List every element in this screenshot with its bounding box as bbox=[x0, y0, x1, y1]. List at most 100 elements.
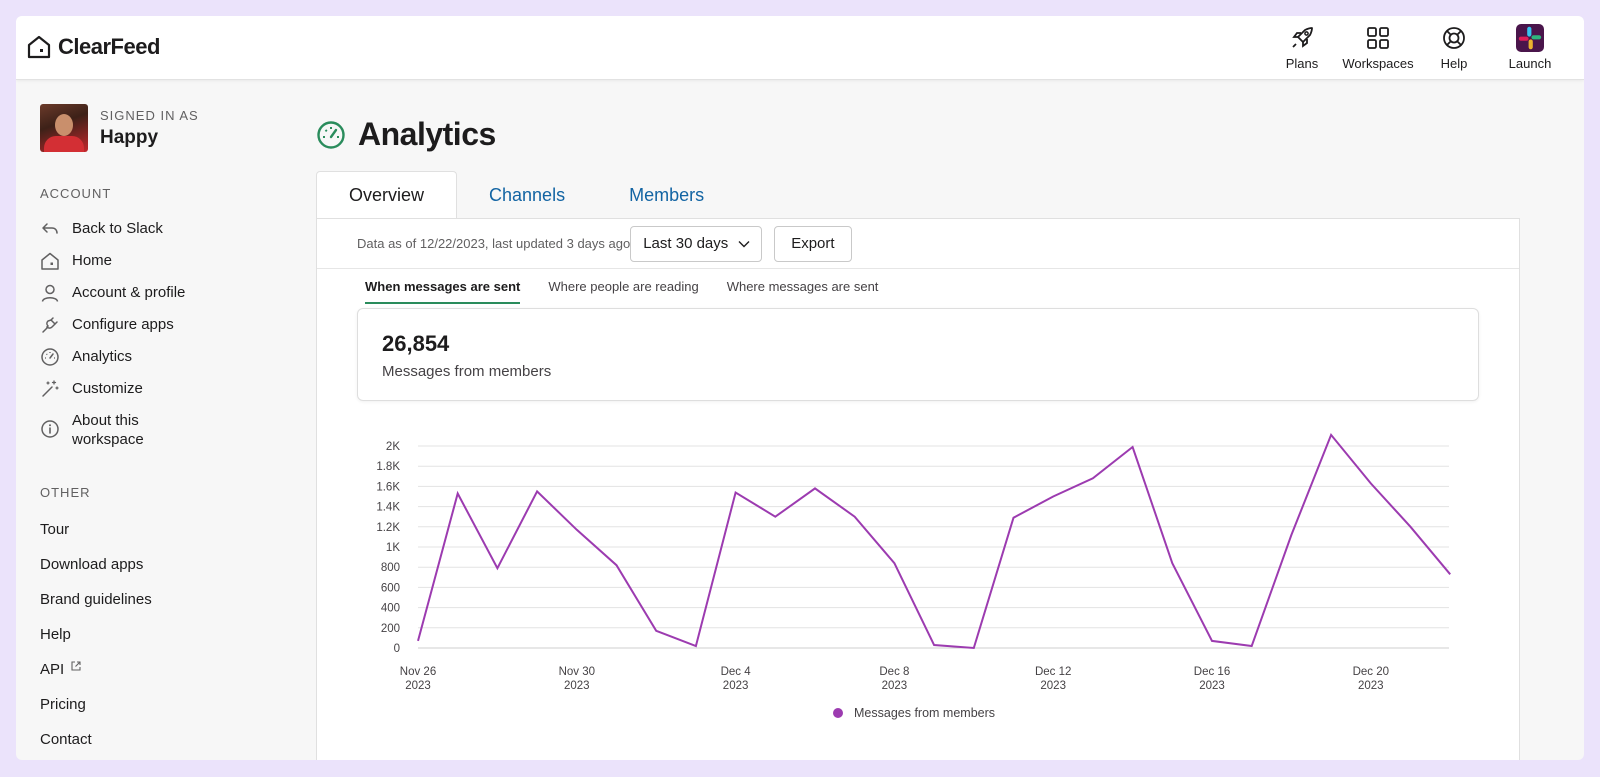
external-link-icon bbox=[71, 661, 81, 671]
export-button[interactable]: Export bbox=[774, 225, 852, 262]
y-tick-label: 800 bbox=[381, 562, 400, 574]
legend-label: Messages from members bbox=[854, 706, 995, 720]
sidebar-item-label: Analytics bbox=[72, 348, 133, 365]
sidebar-item-download-apps[interactable]: Download apps bbox=[40, 547, 280, 582]
y-tick-label: 1K bbox=[386, 542, 400, 554]
help-button[interactable]: Help bbox=[1416, 24, 1492, 71]
overview-panel: Data as of 12/22/2023, last updated 3 da… bbox=[316, 218, 1520, 760]
sidebar-item-pricing[interactable]: Pricing bbox=[40, 687, 280, 722]
x-tick-year-label: 2023 bbox=[882, 680, 908, 692]
sidebar-item-label: Contact bbox=[40, 731, 92, 748]
home-icon bbox=[41, 252, 59, 270]
sidebar-item-label: Download apps bbox=[40, 556, 144, 573]
page-title: Analytics bbox=[358, 116, 496, 152]
x-tick-label: Dec 8 bbox=[879, 666, 909, 678]
sidebar-item-label: API bbox=[40, 661, 65, 678]
x-tick-label: Dec 16 bbox=[1194, 666, 1230, 678]
gauge-icon bbox=[41, 348, 59, 366]
x-tick-year-label: 2023 bbox=[1199, 680, 1225, 692]
page-header: Analytics bbox=[316, 116, 496, 153]
slack-icon bbox=[1516, 24, 1544, 52]
avatar[interactable] bbox=[40, 104, 88, 152]
analytics-subtabs: When messages are sent Where people are … bbox=[365, 279, 878, 304]
tab-channels[interactable]: Channels bbox=[489, 184, 566, 205]
sidebar-item-contact[interactable]: Contact bbox=[40, 722, 280, 757]
x-tick-year-label: 2023 bbox=[1040, 680, 1066, 692]
sidebar-item-home[interactable]: Home bbox=[40, 245, 280, 277]
sidebar-item-label: Tour bbox=[40, 521, 70, 538]
sidebar-item-back-to-slack[interactable]: Back to Slack bbox=[40, 213, 280, 245]
sidebar-item-label: About this workspace bbox=[72, 411, 144, 449]
subtab-where-sent[interactable]: Where messages are sent bbox=[726, 279, 879, 294]
sidebar-item-label: Back to Slack bbox=[72, 220, 163, 237]
sidebar-item-label: Brand guidelines bbox=[40, 591, 152, 608]
sidebar-item-brand-guidelines[interactable]: Brand guidelines bbox=[40, 582, 280, 617]
rocket-icon bbox=[1292, 27, 1313, 48]
data-as-of: Data as of 12/22/2023, last updated 3 da… bbox=[357, 236, 631, 251]
clearfeed-logo[interactable]: ClearFeed bbox=[26, 34, 160, 60]
sidebar-item-account-profile[interactable]: Account & profile bbox=[40, 277, 280, 309]
y-tick-label: 400 bbox=[381, 603, 400, 615]
sidebar-item-label: Customize bbox=[72, 380, 143, 397]
subtab-where-reading[interactable]: Where people are reading bbox=[548, 279, 699, 294]
about-label-line1: About this bbox=[72, 412, 139, 429]
workspaces-label: Workspaces bbox=[1342, 56, 1414, 71]
y-tick-label: 1.8K bbox=[376, 461, 400, 473]
sidebar-item-label: Account & profile bbox=[72, 284, 186, 301]
back-arrow-icon bbox=[42, 223, 58, 234]
signed-in-user: SIGNED IN AS Happy bbox=[40, 104, 280, 152]
y-tick-label: 1.4K bbox=[376, 502, 400, 514]
x-tick-label: Nov 30 bbox=[559, 666, 595, 678]
x-tick-label: Dec 20 bbox=[1353, 666, 1389, 678]
launch-label: Launch bbox=[1508, 56, 1552, 71]
sidebar-item-label: Help bbox=[40, 626, 71, 643]
sidebar-item-tour[interactable]: Tour bbox=[40, 512, 280, 547]
sidebar-item-label: Configure apps bbox=[72, 316, 174, 333]
gauge-icon bbox=[317, 120, 345, 149]
info-icon bbox=[41, 420, 59, 438]
x-tick-year-label: 2023 bbox=[723, 680, 749, 692]
top-bar: ClearFeed Plans Wo bbox=[16, 16, 1584, 80]
app-name: ClearFeed bbox=[58, 34, 160, 59]
tab-overview[interactable]: Overview bbox=[316, 171, 458, 219]
sidebar-item-customize[interactable]: Customize bbox=[40, 373, 280, 405]
sidebar-item-configure-apps[interactable]: Configure apps bbox=[40, 309, 280, 341]
x-tick-year-label: 2023 bbox=[405, 680, 431, 692]
house-logo-icon bbox=[27, 35, 51, 59]
stat-label: Messages from members bbox=[382, 363, 552, 380]
y-tick-label: 600 bbox=[381, 582, 400, 594]
plans-button[interactable]: Plans bbox=[1264, 24, 1340, 71]
sidebar-item-label: Pricing bbox=[40, 696, 86, 713]
launch-button[interactable]: Launch bbox=[1492, 24, 1568, 71]
x-tick-year-label: 2023 bbox=[1358, 680, 1384, 692]
signed-in-label: SIGNED IN AS bbox=[100, 107, 199, 123]
y-tick-label: 200 bbox=[381, 623, 400, 635]
about-label-line2: workspace bbox=[72, 431, 144, 448]
subtab-when-sent[interactable]: When messages are sent bbox=[365, 279, 521, 304]
plug-icon bbox=[42, 317, 58, 333]
tab-members[interactable]: Members bbox=[629, 184, 705, 205]
app-frame: ClearFeed Plans Wo bbox=[16, 16, 1584, 760]
workspaces-button[interactable]: Workspaces bbox=[1340, 24, 1416, 71]
lifebuoy-icon bbox=[1443, 27, 1465, 49]
magic-wand-icon bbox=[42, 380, 59, 397]
sidebar-item-api[interactable]: API bbox=[40, 652, 280, 687]
messages-line-chart: 0 200 400 600 800 1K 1.2K 1.4K 1.6K 1.8K 2K Nov 26 2… bbox=[376, 432, 1451, 720]
other-section-title: OTHER bbox=[40, 485, 91, 500]
sidebar-item-label: Home bbox=[72, 252, 113, 269]
legend-swatch bbox=[833, 708, 843, 718]
stat-value: 26,854 bbox=[382, 331, 450, 356]
stat-card: 26,854 Messages from members bbox=[357, 308, 1479, 401]
x-tick-label: Dec 12 bbox=[1035, 666, 1071, 678]
x-tick-label: Dec 4 bbox=[721, 666, 752, 678]
grid-icon bbox=[1367, 27, 1389, 49]
sidebar-item-about-workspace[interactable]: About this workspace bbox=[40, 405, 280, 455]
sidebar-item-analytics[interactable]: Analytics bbox=[40, 341, 280, 373]
date-range-select[interactable]: Last 30 days bbox=[630, 225, 763, 262]
sidebar-item-help[interactable]: Help bbox=[40, 617, 280, 652]
date-range-value: Last 30 days bbox=[643, 235, 729, 252]
main-tabs: Overview Channels Members bbox=[316, 171, 736, 219]
y-tick-label: 2K bbox=[386, 441, 400, 453]
account-section-title: ACCOUNT bbox=[40, 186, 112, 201]
user-icon bbox=[41, 284, 59, 302]
